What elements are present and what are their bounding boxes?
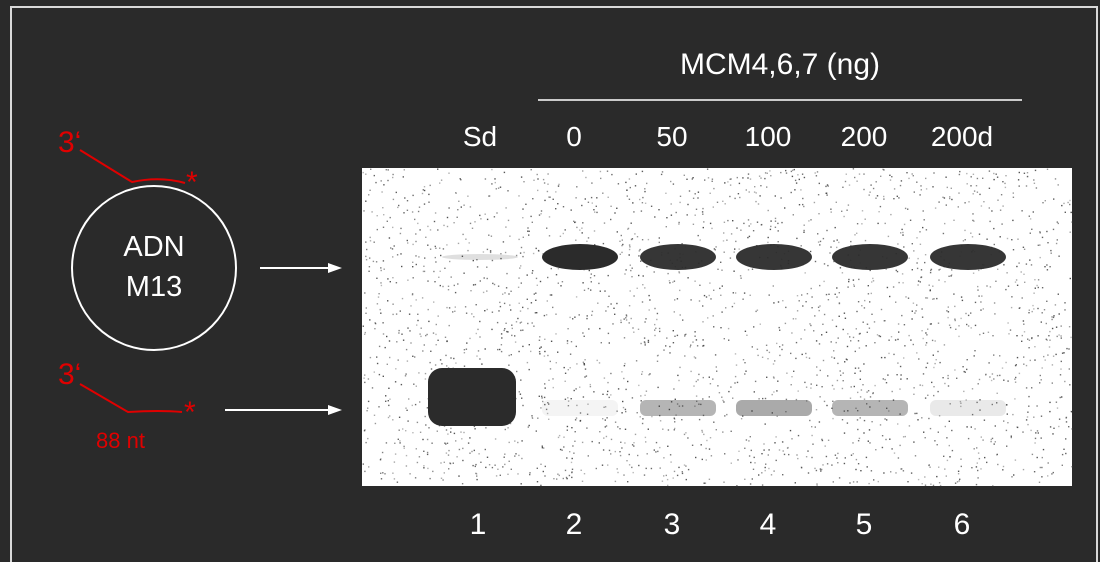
lane-numbers: 1 2 3 4 5 6 [470, 508, 971, 541]
lane-amount-label: Sd [463, 121, 497, 152]
lane-amount-label: 200 [841, 121, 888, 152]
lower-band [930, 400, 1006, 416]
lane-number: 2 [566, 508, 583, 541]
protein-label: MCM4,6,7 (ng) [680, 48, 880, 81]
oligo-strand-free [79, 383, 183, 414]
lane-number: 3 [664, 508, 681, 541]
lower-band [542, 400, 618, 416]
lane-amount-label: 200d [931, 121, 993, 152]
gel-noise [362, 168, 1073, 487]
label-mark-top: * [186, 166, 198, 199]
label-mark-bottom: * [184, 396, 196, 429]
prime-label-bottom: 3‘ [58, 358, 81, 391]
lane-amount-label: 100 [745, 121, 792, 152]
lane-number: 4 [760, 508, 777, 541]
lane-number: 5 [856, 508, 873, 541]
oligo-length-label: 88 nt [96, 428, 145, 453]
lane-amount-label: 50 [656, 121, 687, 152]
lower-band [428, 368, 516, 426]
lower-band [640, 400, 716, 416]
lower-band [736, 400, 812, 416]
lane-number: 6 [954, 508, 971, 541]
gel-image [362, 168, 1073, 487]
circle-label-line2: M13 [126, 271, 182, 303]
upper-band [640, 244, 716, 270]
figure-frame [10, 6, 1098, 562]
upper-band [736, 244, 812, 270]
oligo-strand-annealed [79, 149, 186, 184]
upper-band [542, 244, 618, 270]
lane-amount-label: 0 [566, 121, 582, 152]
upper-band-arrowhead [328, 263, 342, 273]
m13-circle [71, 185, 237, 351]
lower-band [832, 400, 908, 416]
gel-background [362, 168, 1072, 486]
m13-substrate-schematic: 3‘ * ADN M13 [58, 126, 342, 351]
upper-band [442, 254, 518, 260]
free-oligo-schematic: 3‘ * 88 nt [58, 358, 342, 453]
lower-band-arrowhead [328, 405, 342, 415]
lane-amount-labels: Sd 0 50 100 200 200d [463, 121, 993, 152]
prime-label-top: 3‘ [58, 126, 81, 159]
circle-label-line1: ADN [123, 231, 184, 263]
lane-number: 1 [470, 508, 487, 541]
gel-bands [428, 244, 1006, 426]
upper-band [930, 244, 1006, 270]
upper-band [832, 244, 908, 270]
